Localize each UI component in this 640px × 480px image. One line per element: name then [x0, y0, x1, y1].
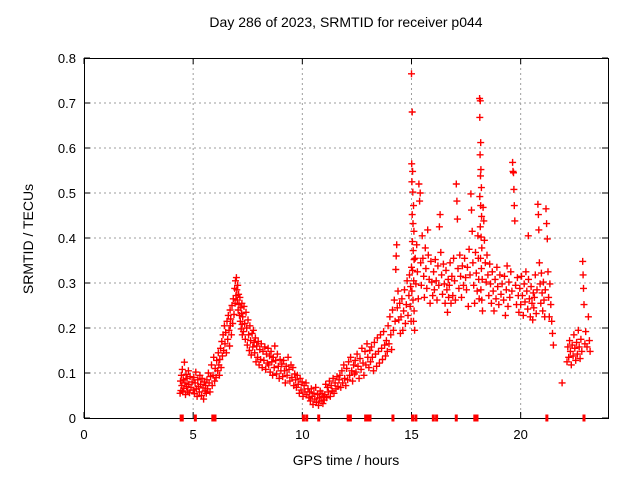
y-tick-label: 0.5	[57, 186, 76, 201]
y-axis-label: SRMTID / TECUs	[20, 183, 36, 295]
y-tick-label: 0.8	[57, 51, 76, 66]
y-tick-label: 0.1	[57, 366, 76, 381]
y-tick-label: 0.3	[57, 276, 76, 291]
y-tick-label: 0.7	[57, 96, 76, 111]
x-axis-label: GPS time / hours	[292, 452, 400, 468]
scatter-points	[176, 70, 594, 409]
x-tick-label: 15	[404, 427, 419, 442]
x-tick-label: 0	[80, 427, 88, 442]
grid-lines	[84, 58, 608, 418]
x-tick-label: 10	[295, 427, 310, 442]
zero-marks	[179, 414, 586, 422]
y-tick-label: 0.6	[57, 141, 76, 156]
y-tick-label: 0.4	[57, 231, 76, 246]
y-tick-label: 0	[68, 411, 76, 426]
plot-border	[84, 58, 609, 419]
y-tick-label: 0.2	[57, 321, 76, 336]
x-tick-label: 20	[513, 427, 528, 442]
x-tick-label: 5	[189, 427, 197, 442]
chart-title: Day 286 of 2023, SRMTID for receiver p04…	[209, 14, 483, 30]
